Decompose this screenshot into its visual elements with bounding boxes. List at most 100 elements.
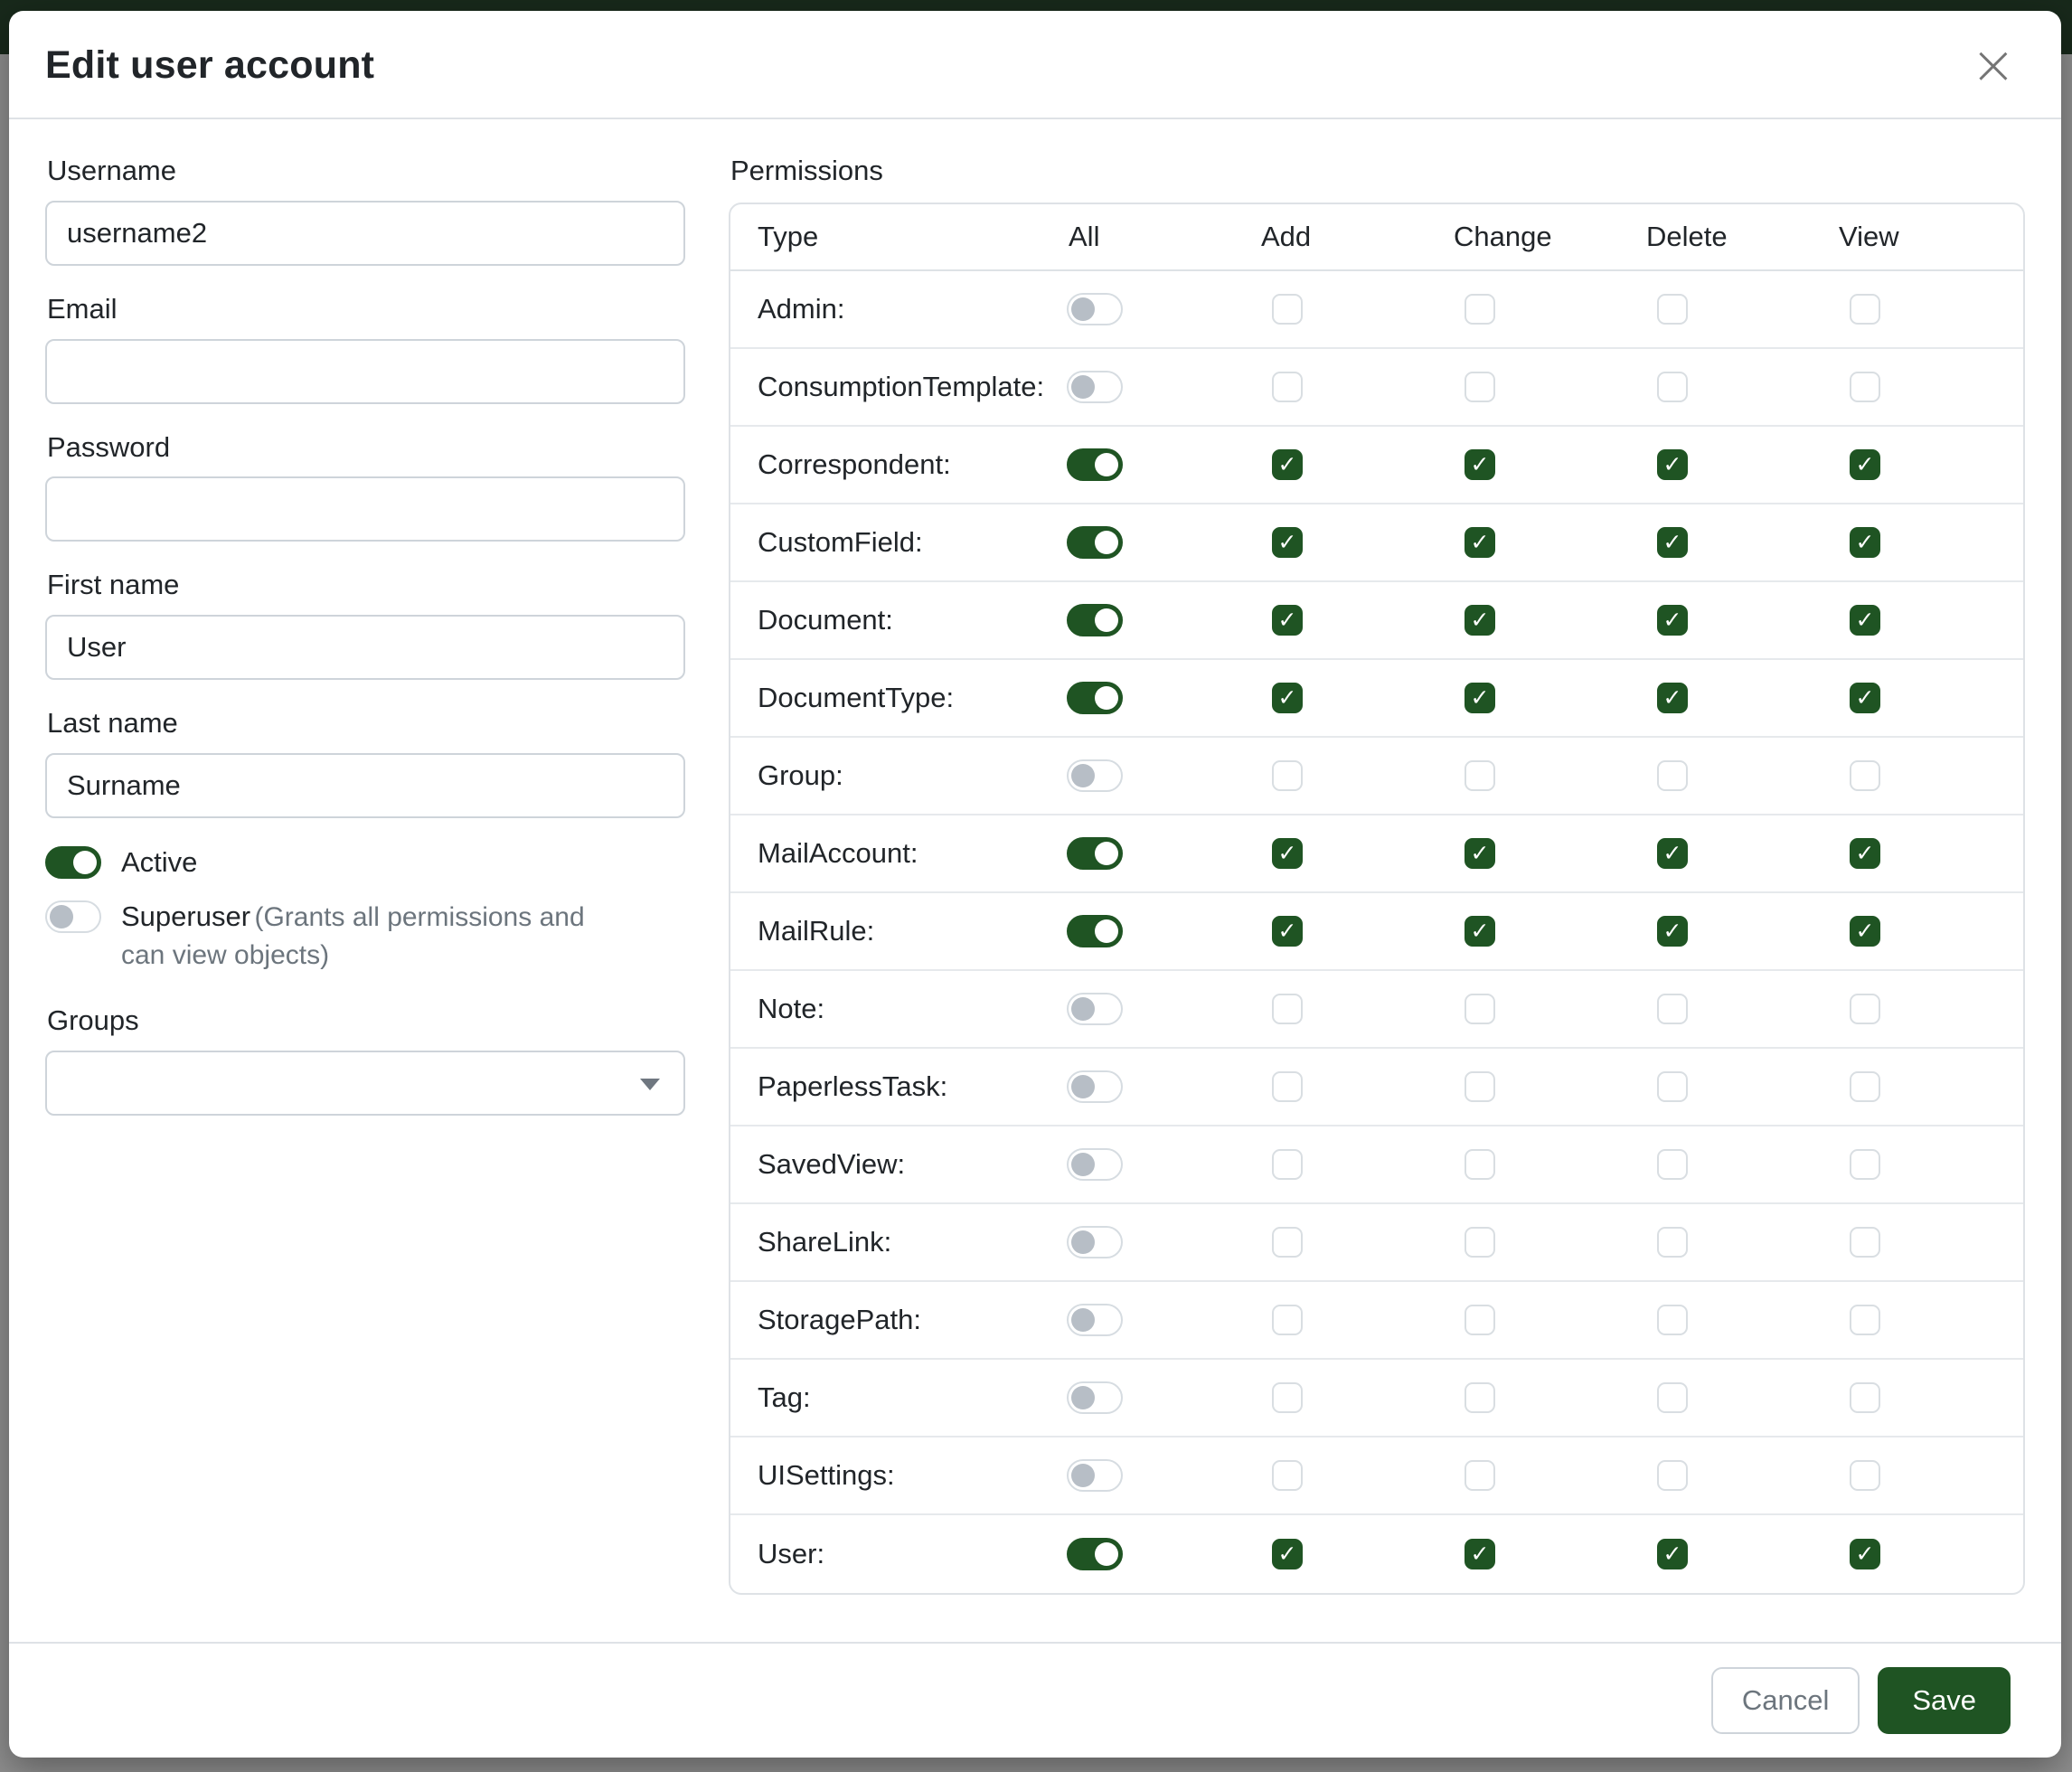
permission-change-checkbox[interactable]: ✓: [1465, 448, 1495, 480]
last-name-field[interactable]: [45, 752, 685, 818]
password-field[interactable]: [45, 476, 685, 542]
permission-view-checkbox[interactable]: ✓: [1850, 1538, 1880, 1569]
close-icon[interactable]: ×: [1965, 38, 2021, 92]
permission-view-checkbox[interactable]: ✓: [1850, 915, 1880, 947]
permission-delete-checkbox[interactable]: ✓: [1657, 682, 1688, 713]
permission-add-checkbox[interactable]: [1272, 1148, 1303, 1180]
save-button[interactable]: Save: [1878, 1667, 2011, 1734]
permission-view-checkbox[interactable]: [1850, 1459, 1880, 1491]
permission-all-toggle[interactable]: [1067, 1225, 1123, 1258]
permission-add-checkbox[interactable]: ✓: [1272, 1538, 1303, 1569]
permission-type-label: PaperlessTask:: [758, 1070, 948, 1102]
permission-delete-checkbox[interactable]: [1657, 1070, 1688, 1102]
permission-add-checkbox[interactable]: ✓: [1272, 448, 1303, 480]
first-name-field-group: First name: [45, 568, 685, 680]
permission-delete-checkbox[interactable]: ✓: [1657, 915, 1688, 947]
permission-add-checkbox[interactable]: [1272, 371, 1303, 402]
groups-select[interactable]: [45, 1050, 685, 1116]
permission-delete-checkbox[interactable]: [1657, 1148, 1688, 1180]
permission-all-toggle[interactable]: [1067, 370, 1123, 403]
permission-view-checkbox[interactable]: [1850, 1148, 1880, 1180]
permission-all-toggle[interactable]: [1067, 1537, 1123, 1570]
permission-all-toggle[interactable]: [1067, 992, 1123, 1025]
permission-delete-checkbox[interactable]: [1657, 1459, 1688, 1491]
permission-delete-checkbox[interactable]: ✓: [1657, 837, 1688, 869]
permission-all-toggle[interactable]: [1067, 1070, 1123, 1103]
permission-all-toggle[interactable]: [1067, 1303, 1123, 1336]
permission-view-checkbox[interactable]: ✓: [1850, 448, 1880, 480]
permission-change-checkbox[interactable]: [1465, 1226, 1495, 1258]
permission-change-checkbox[interactable]: ✓: [1465, 682, 1495, 713]
permission-view-checkbox[interactable]: ✓: [1850, 682, 1880, 713]
permission-add-checkbox[interactable]: ✓: [1272, 682, 1303, 713]
permission-delete-checkbox[interactable]: [1657, 759, 1688, 791]
permission-all-toggle[interactable]: [1067, 603, 1123, 636]
username-input[interactable]: [45, 200, 685, 266]
permission-all-toggle[interactable]: [1067, 292, 1123, 325]
permission-add-checkbox[interactable]: [1272, 759, 1303, 791]
active-toggle[interactable]: [45, 845, 101, 879]
permission-add-checkbox[interactable]: [1272, 1070, 1303, 1102]
permission-view-checkbox[interactable]: [1850, 1304, 1880, 1335]
permission-change-checkbox[interactable]: [1465, 1304, 1495, 1335]
permission-delete-checkbox[interactable]: [1657, 293, 1688, 325]
permission-all-toggle[interactable]: [1067, 448, 1123, 481]
permission-delete-checkbox[interactable]: ✓: [1657, 448, 1688, 480]
permission-add-checkbox[interactable]: [1272, 293, 1303, 325]
permission-view-checkbox[interactable]: [1850, 1226, 1880, 1258]
permission-delete-checkbox[interactable]: [1657, 1226, 1688, 1258]
permission-view-checkbox[interactable]: ✓: [1850, 526, 1880, 558]
permission-view-checkbox[interactable]: [1850, 759, 1880, 791]
permission-change-checkbox[interactable]: [1465, 1070, 1495, 1102]
permission-change-checkbox[interactable]: ✓: [1465, 604, 1495, 636]
permission-delete-checkbox[interactable]: [1657, 1381, 1688, 1413]
cancel-button[interactable]: Cancel: [1710, 1667, 1860, 1734]
permission-view-checkbox[interactable]: ✓: [1850, 837, 1880, 869]
permission-add-checkbox[interactable]: [1272, 1304, 1303, 1335]
permission-add-checkbox[interactable]: [1272, 1381, 1303, 1413]
permission-add-checkbox[interactable]: [1272, 1459, 1303, 1491]
permission-change-checkbox[interactable]: ✓: [1465, 837, 1495, 869]
email-field[interactable]: [45, 338, 685, 404]
permission-delete-checkbox[interactable]: [1657, 993, 1688, 1024]
permission-all-toggle[interactable]: [1067, 759, 1123, 792]
permission-type-label: ConsumptionTemplate:: [758, 370, 1045, 402]
permission-change-checkbox[interactable]: [1465, 1148, 1495, 1180]
permission-all-toggle[interactable]: [1067, 1458, 1123, 1492]
permission-view-checkbox[interactable]: [1850, 371, 1880, 402]
permission-add-checkbox[interactable]: ✓: [1272, 604, 1303, 636]
column-header-all: All: [1069, 220, 1100, 252]
permission-add-checkbox[interactable]: [1272, 1226, 1303, 1258]
permission-delete-checkbox[interactable]: ✓: [1657, 1538, 1688, 1569]
permission-all-toggle[interactable]: [1067, 1381, 1123, 1414]
permission-all-toggle[interactable]: [1067, 525, 1123, 559]
permission-delete-checkbox[interactable]: ✓: [1657, 526, 1688, 558]
permission-view-checkbox[interactable]: ✓: [1850, 604, 1880, 636]
permission-view-checkbox[interactable]: [1850, 993, 1880, 1024]
permission-change-checkbox[interactable]: [1465, 1381, 1495, 1413]
permission-delete-checkbox[interactable]: ✓: [1657, 604, 1688, 636]
permission-change-checkbox[interactable]: [1465, 1459, 1495, 1491]
permission-change-checkbox[interactable]: [1465, 759, 1495, 791]
permission-all-toggle[interactable]: [1067, 1147, 1123, 1181]
permission-view-checkbox[interactable]: [1850, 1070, 1880, 1102]
permission-change-checkbox[interactable]: ✓: [1465, 1538, 1495, 1569]
permission-add-checkbox[interactable]: ✓: [1272, 915, 1303, 947]
permission-change-checkbox[interactable]: [1465, 371, 1495, 402]
permission-add-checkbox[interactable]: ✓: [1272, 526, 1303, 558]
permission-all-toggle[interactable]: [1067, 836, 1123, 870]
superuser-toggle[interactable]: [45, 900, 101, 933]
permission-add-checkbox[interactable]: [1272, 993, 1303, 1024]
permission-delete-checkbox[interactable]: [1657, 371, 1688, 402]
permission-delete-checkbox[interactable]: [1657, 1304, 1688, 1335]
permission-all-toggle[interactable]: [1067, 681, 1123, 714]
permission-view-checkbox[interactable]: [1850, 293, 1880, 325]
permission-add-checkbox[interactable]: ✓: [1272, 837, 1303, 869]
permission-change-checkbox[interactable]: ✓: [1465, 526, 1495, 558]
permission-change-checkbox[interactable]: ✓: [1465, 915, 1495, 947]
permission-all-toggle[interactable]: [1067, 914, 1123, 947]
permission-change-checkbox[interactable]: [1465, 293, 1495, 325]
permission-change-checkbox[interactable]: [1465, 993, 1495, 1024]
permission-view-checkbox[interactable]: [1850, 1381, 1880, 1413]
first-name-field[interactable]: [45, 615, 685, 680]
